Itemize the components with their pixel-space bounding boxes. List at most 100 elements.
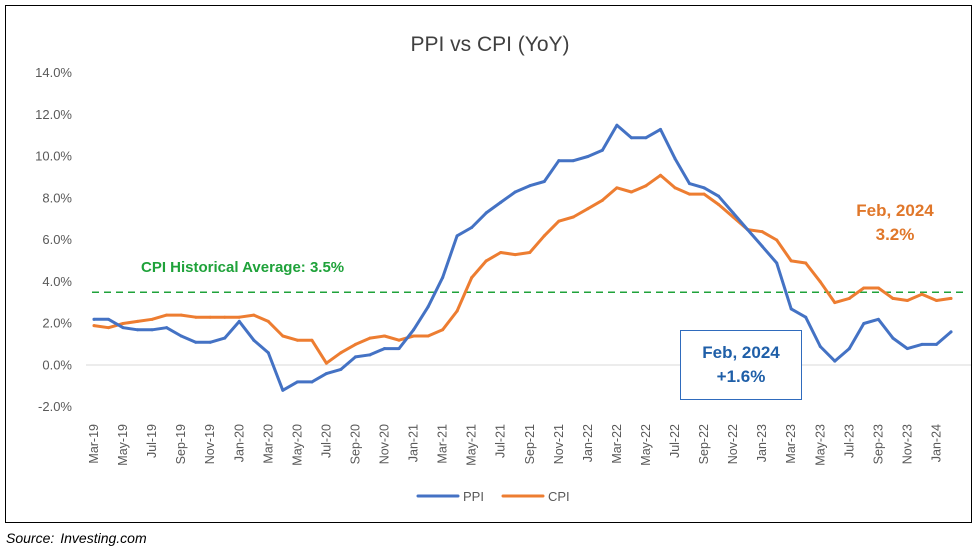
series-cpi-point [194,315,198,319]
series-cpi-point [949,296,953,300]
series-ppi-point [397,347,401,351]
series-ppi-point [862,322,866,325]
series-cpi-point [688,192,692,196]
series-ppi-point [237,319,241,323]
series-cpi-point [455,309,459,313]
series-ppi-point [688,182,692,186]
series-cpi-point [150,317,154,321]
series-ppi-point [586,155,590,158]
x-tick-label: Jan-24 [929,424,943,462]
series-cpi-point [252,313,256,317]
series-ppi-point [136,328,140,332]
series-ppi-point [252,338,256,342]
legend-ppi-label: PPI [463,489,484,504]
series-ppi-point [484,211,488,215]
y-tick-label: 4.0% [42,274,72,289]
series-ppi-point [934,342,938,346]
series-ppi-point [92,317,96,321]
series-ppi-point [833,359,837,363]
x-tick-label: May-19 [116,424,130,466]
series-ppi-point [194,340,198,344]
series-cpi-point [266,319,270,323]
legend-cpi-label: CPI [548,489,570,504]
x-tick-label: Mar-19 [87,424,101,464]
series-cpi-point [862,286,866,290]
series-cpi-point [223,315,227,319]
series-ppi-point [920,342,924,346]
series-ppi-point [557,159,561,163]
series-ppi-point [150,328,154,332]
series-ppi-point [629,136,633,140]
series-cpi-point [833,301,837,305]
series-ppi-point [455,234,459,238]
y-axis-ticks: -2.0% 0.0% 2.0% 4.0% 6.0% 8.0% 10.0% 12.0% 14.0% [35,65,72,414]
x-tick-label: May-21 [465,424,479,466]
x-tick-label: Jul-22 [668,424,682,458]
x-tick-label: Sep-23 [871,424,885,464]
chart-title: PPI vs CPI (YoY) [410,33,569,56]
ppi-annotation-value: +1.6% [716,367,766,386]
y-tick-label: 12.0% [35,107,72,122]
series-ppi-point [383,347,387,351]
series-cpi-point [383,334,387,338]
x-tick-label: Jul-20 [319,424,333,458]
series-cpi-point [324,361,328,365]
cpi-annotation-value: 3.2% [875,225,915,244]
x-tick-label: Nov-22 [726,424,740,464]
source-note: Source: Investing.com [6,530,147,546]
series-cpi-point [412,334,416,338]
series-cpi-point [121,322,125,325]
series-cpi-point [441,328,445,332]
series-cpi-point [717,203,721,207]
series-ppi-point [949,330,953,334]
series-ppi-point [731,211,735,215]
series-ppi-point [426,305,430,309]
series-cpi-point [484,259,488,263]
series-cpi-point [208,315,212,319]
series-ppi-point [179,334,183,338]
x-tick-label: Sep-20 [348,424,362,464]
series-cpi-point [847,296,851,300]
series-cpi-point [237,315,241,319]
series-ppi-point [905,347,909,351]
series-ppi-point [121,326,125,330]
series-cpi-point [165,313,169,317]
x-tick-label: Mar-22 [610,424,624,464]
chart-frame: PPI vs CPI (YoY) -2.0% 0.0% 2.0% 4.0% 6.0% 8.… [5,5,972,523]
cpi-average-label: CPI Historical Average: 3.5% [141,259,344,276]
series-ppi-point [746,228,750,232]
series-cpi-point [658,173,662,177]
series-cpi-point [731,215,735,219]
y-tick-label: 0.0% [42,357,72,372]
series-cpi-point [571,215,575,219]
series-cpi-point [876,286,880,290]
series-ppi-point [499,200,503,204]
series-cpi-point [513,253,517,257]
series-ppi-point [412,328,416,332]
y-tick-label: -2.0% [38,399,72,414]
series-ppi-point [702,186,706,190]
x-tick-label: Jan-20 [232,424,246,462]
y-tick-label: 8.0% [42,190,72,205]
series-ppi-point [324,372,328,376]
x-tick-label: Mar-23 [784,424,798,464]
series-cpi-point [920,292,924,296]
series-ppi-point [876,317,880,321]
series-cpi-point [339,351,343,355]
series-cpi-point [789,259,793,263]
series-ppi-point [615,123,619,127]
x-tick-label: Jan-23 [755,424,769,462]
x-tick-label: Jan-21 [407,424,421,462]
series-cpi-point [136,319,140,323]
x-tick-label: Sep-22 [697,424,711,464]
series-ppi-point [673,157,677,161]
y-tick-label: 2.0% [42,316,72,331]
series-cpi-point [179,313,183,317]
series-layer [92,123,953,392]
series-cpi-point [107,326,111,330]
ppi-annotation-box: Feb, 2024 +1.6% [680,330,802,400]
x-tick-label: Jan-22 [581,424,595,462]
series-ppi-point [571,159,575,163]
series-cpi-point [542,234,546,238]
y-tick-label: 6.0% [42,232,72,247]
